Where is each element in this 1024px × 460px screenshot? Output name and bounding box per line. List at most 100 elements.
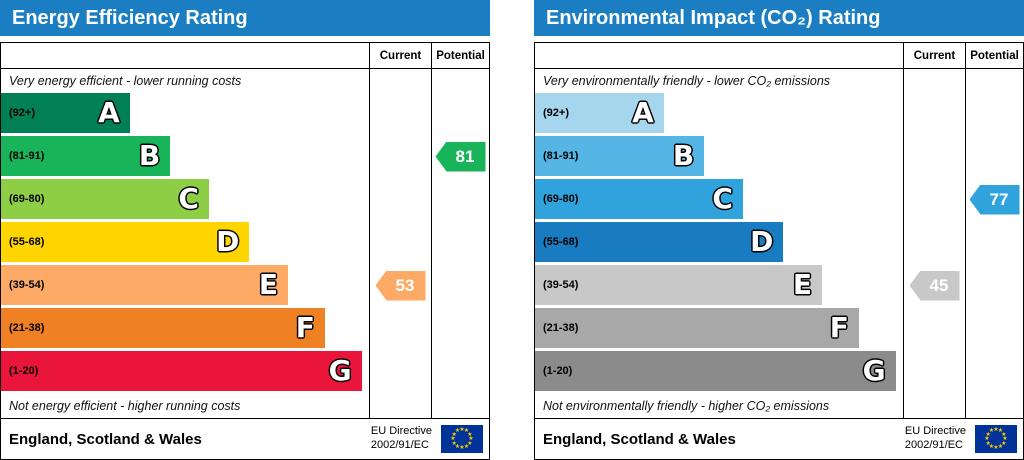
eu-flag-star: ★ bbox=[1001, 431, 1007, 438]
band-letter: A bbox=[98, 96, 120, 129]
band-range-label: (81-91) bbox=[543, 150, 579, 162]
current-rating-arrow: 53 bbox=[375, 270, 426, 301]
eu-directive-line1: EU Directive bbox=[370, 425, 432, 438]
header-spacer bbox=[535, 43, 903, 68]
eu-flag-star: ★ bbox=[463, 443, 470, 450]
band-range-label: (39-54) bbox=[543, 279, 579, 291]
band-bar-g: (1-20) G bbox=[1, 351, 362, 391]
band-bar-c: (69-80) C bbox=[535, 179, 743, 219]
eu-directive-label: EU Directive 2002/91/EC bbox=[905, 425, 966, 453]
eu-flag-star: ★ bbox=[985, 431, 991, 438]
chart-footer: England, Scotland & Wales EU Directive 2… bbox=[535, 418, 1023, 459]
potential-rating-arrow: 77 bbox=[969, 184, 1020, 215]
band-letter: F bbox=[295, 311, 315, 344]
band-bar-c: (69-80) C bbox=[1, 179, 209, 219]
band-letter: D bbox=[750, 225, 774, 258]
band-bar-f: (21-38) F bbox=[535, 308, 859, 348]
band-letter: E bbox=[792, 268, 813, 301]
band-bar-e: (39-54) E bbox=[1, 265, 289, 305]
eu-flag-star: ★ bbox=[997, 428, 1004, 435]
band-letter: B bbox=[138, 139, 161, 172]
band-letter: D bbox=[216, 225, 240, 258]
eu-flag-star: ★ bbox=[463, 428, 470, 435]
eu-flag-star: ★ bbox=[985, 440, 991, 447]
band-range-label: (55-68) bbox=[9, 236, 45, 248]
band-range-label: (1-20) bbox=[543, 365, 573, 377]
current-rating-arrow: 45 bbox=[909, 270, 960, 301]
eu-flag-star: ★ bbox=[459, 445, 465, 451]
eu-flag-star: ★ bbox=[1001, 440, 1007, 447]
bottom-caption: Not environmentally friendly - higher CO… bbox=[543, 399, 830, 413]
eu-flag-star: ★ bbox=[984, 436, 990, 442]
band-letter: G bbox=[328, 354, 352, 387]
chart-column-header: Current Potential bbox=[535, 43, 1023, 69]
bands: (92+) A (81-91) B (69-80) C (55-68) D (39-54) E (2… bbox=[535, 93, 903, 391]
region-label: England, Scotland & Wales bbox=[9, 430, 202, 448]
eu-flag-star: ★ bbox=[988, 428, 995, 435]
band-letter: F bbox=[829, 311, 849, 344]
band-range-label: (39-54) bbox=[9, 279, 45, 291]
band-range-label: (92+) bbox=[9, 107, 35, 119]
bands: (92+) A (81-91) B (69-80) C (55-68) D (39-54) E (2… bbox=[1, 93, 369, 391]
potential-column-header: Potential bbox=[965, 43, 1023, 68]
band-range-label: (55-68) bbox=[543, 236, 579, 248]
band-bar-d: (55-68) D bbox=[535, 222, 784, 262]
bars-area: Very environmentally friendly - lower CO… bbox=[535, 69, 903, 418]
chart-title: Environmental Impact (CO₂) Rating bbox=[546, 6, 881, 29]
eu-flag-star: ★ bbox=[1002, 436, 1008, 442]
band-bar-d: (55-68) D bbox=[1, 222, 250, 262]
band-letter: G bbox=[862, 354, 886, 387]
eu-directive-line2: 2002/91/EC bbox=[904, 439, 963, 451]
top-caption: Very energy efficient - lower running co… bbox=[9, 74, 242, 88]
current-column-header: Current bbox=[369, 43, 431, 68]
eu-flag-star: ★ bbox=[459, 427, 465, 433]
potential-rating-value: 77 bbox=[989, 189, 1009, 209]
chart-body: Very environmentally friendly - lower CO… bbox=[535, 69, 1023, 418]
eu-flag-star: ★ bbox=[988, 443, 995, 450]
eu-flag-star: ★ bbox=[993, 445, 999, 451]
current-rating-column: 45 bbox=[903, 69, 965, 418]
eu-flag-star: ★ bbox=[467, 431, 473, 438]
band-letter: C bbox=[178, 182, 199, 215]
potential-rating-column: 77 bbox=[965, 69, 1023, 418]
band-range-label: (69-80) bbox=[9, 193, 45, 205]
chart-box: Current Potential Very energy efficient … bbox=[0, 42, 490, 460]
eu-directive-line1: EU Directive bbox=[904, 425, 966, 438]
band-bar-b: (81-91) B bbox=[535, 136, 705, 176]
top-caption: Very environmentally friendly - lower CO… bbox=[543, 74, 831, 88]
eu-flag-star: ★ bbox=[454, 443, 461, 450]
current-rating-value: 53 bbox=[395, 275, 415, 295]
band-letter: E bbox=[258, 268, 279, 301]
potential-column-header: Potential bbox=[431, 43, 489, 68]
band-bar-e: (39-54) E bbox=[535, 265, 823, 305]
chart-body: Very energy efficient - lower running co… bbox=[1, 69, 489, 418]
band-letter: C bbox=[712, 182, 733, 215]
band-letter: B bbox=[672, 139, 695, 172]
band-range-label: (69-80) bbox=[543, 193, 579, 205]
eu-flag-star: ★ bbox=[997, 443, 1004, 450]
eu-flag: ★ ★ ★ ★ ★ ★ ★ ★ ★ ★ ★ ★ bbox=[975, 425, 1017, 453]
eu-directive-line2: 2002/91/EC bbox=[370, 439, 429, 451]
current-rating-column: 53 bbox=[369, 69, 431, 418]
eu-flag-star: ★ bbox=[993, 427, 999, 433]
potential-rating-value: 81 bbox=[455, 146, 475, 166]
current-column-header: Current bbox=[903, 43, 965, 68]
band-bar-f: (21-38) F bbox=[1, 308, 325, 348]
eu-flag-star: ★ bbox=[451, 431, 457, 438]
bottom-caption: Not energy efficient - higher running co… bbox=[9, 399, 241, 413]
chart-box: Current Potential Very environmentally f… bbox=[534, 42, 1024, 460]
potential-rating-arrow: 81 bbox=[435, 141, 486, 172]
potential-rating-column: 81 bbox=[431, 69, 489, 418]
bars-area: Very energy efficient - lower running co… bbox=[1, 69, 369, 418]
band-range-label: (21-38) bbox=[9, 322, 45, 334]
eu-directive-label: EU Directive 2002/91/EC bbox=[371, 425, 432, 453]
band-letter: A bbox=[632, 96, 654, 129]
band-range-label: (1-20) bbox=[9, 365, 39, 377]
chart-column-header: Current Potential bbox=[1, 43, 489, 69]
environmental-impact-chart: Environmental Impact (CO₂) Rating Curren… bbox=[534, 0, 1024, 460]
chart-title-bar: Environmental Impact (CO₂) Rating bbox=[534, 0, 1024, 36]
eu-flag-star: ★ bbox=[468, 436, 474, 442]
band-bar-a: (92+) A bbox=[535, 93, 664, 133]
current-rating-value: 45 bbox=[929, 275, 949, 295]
